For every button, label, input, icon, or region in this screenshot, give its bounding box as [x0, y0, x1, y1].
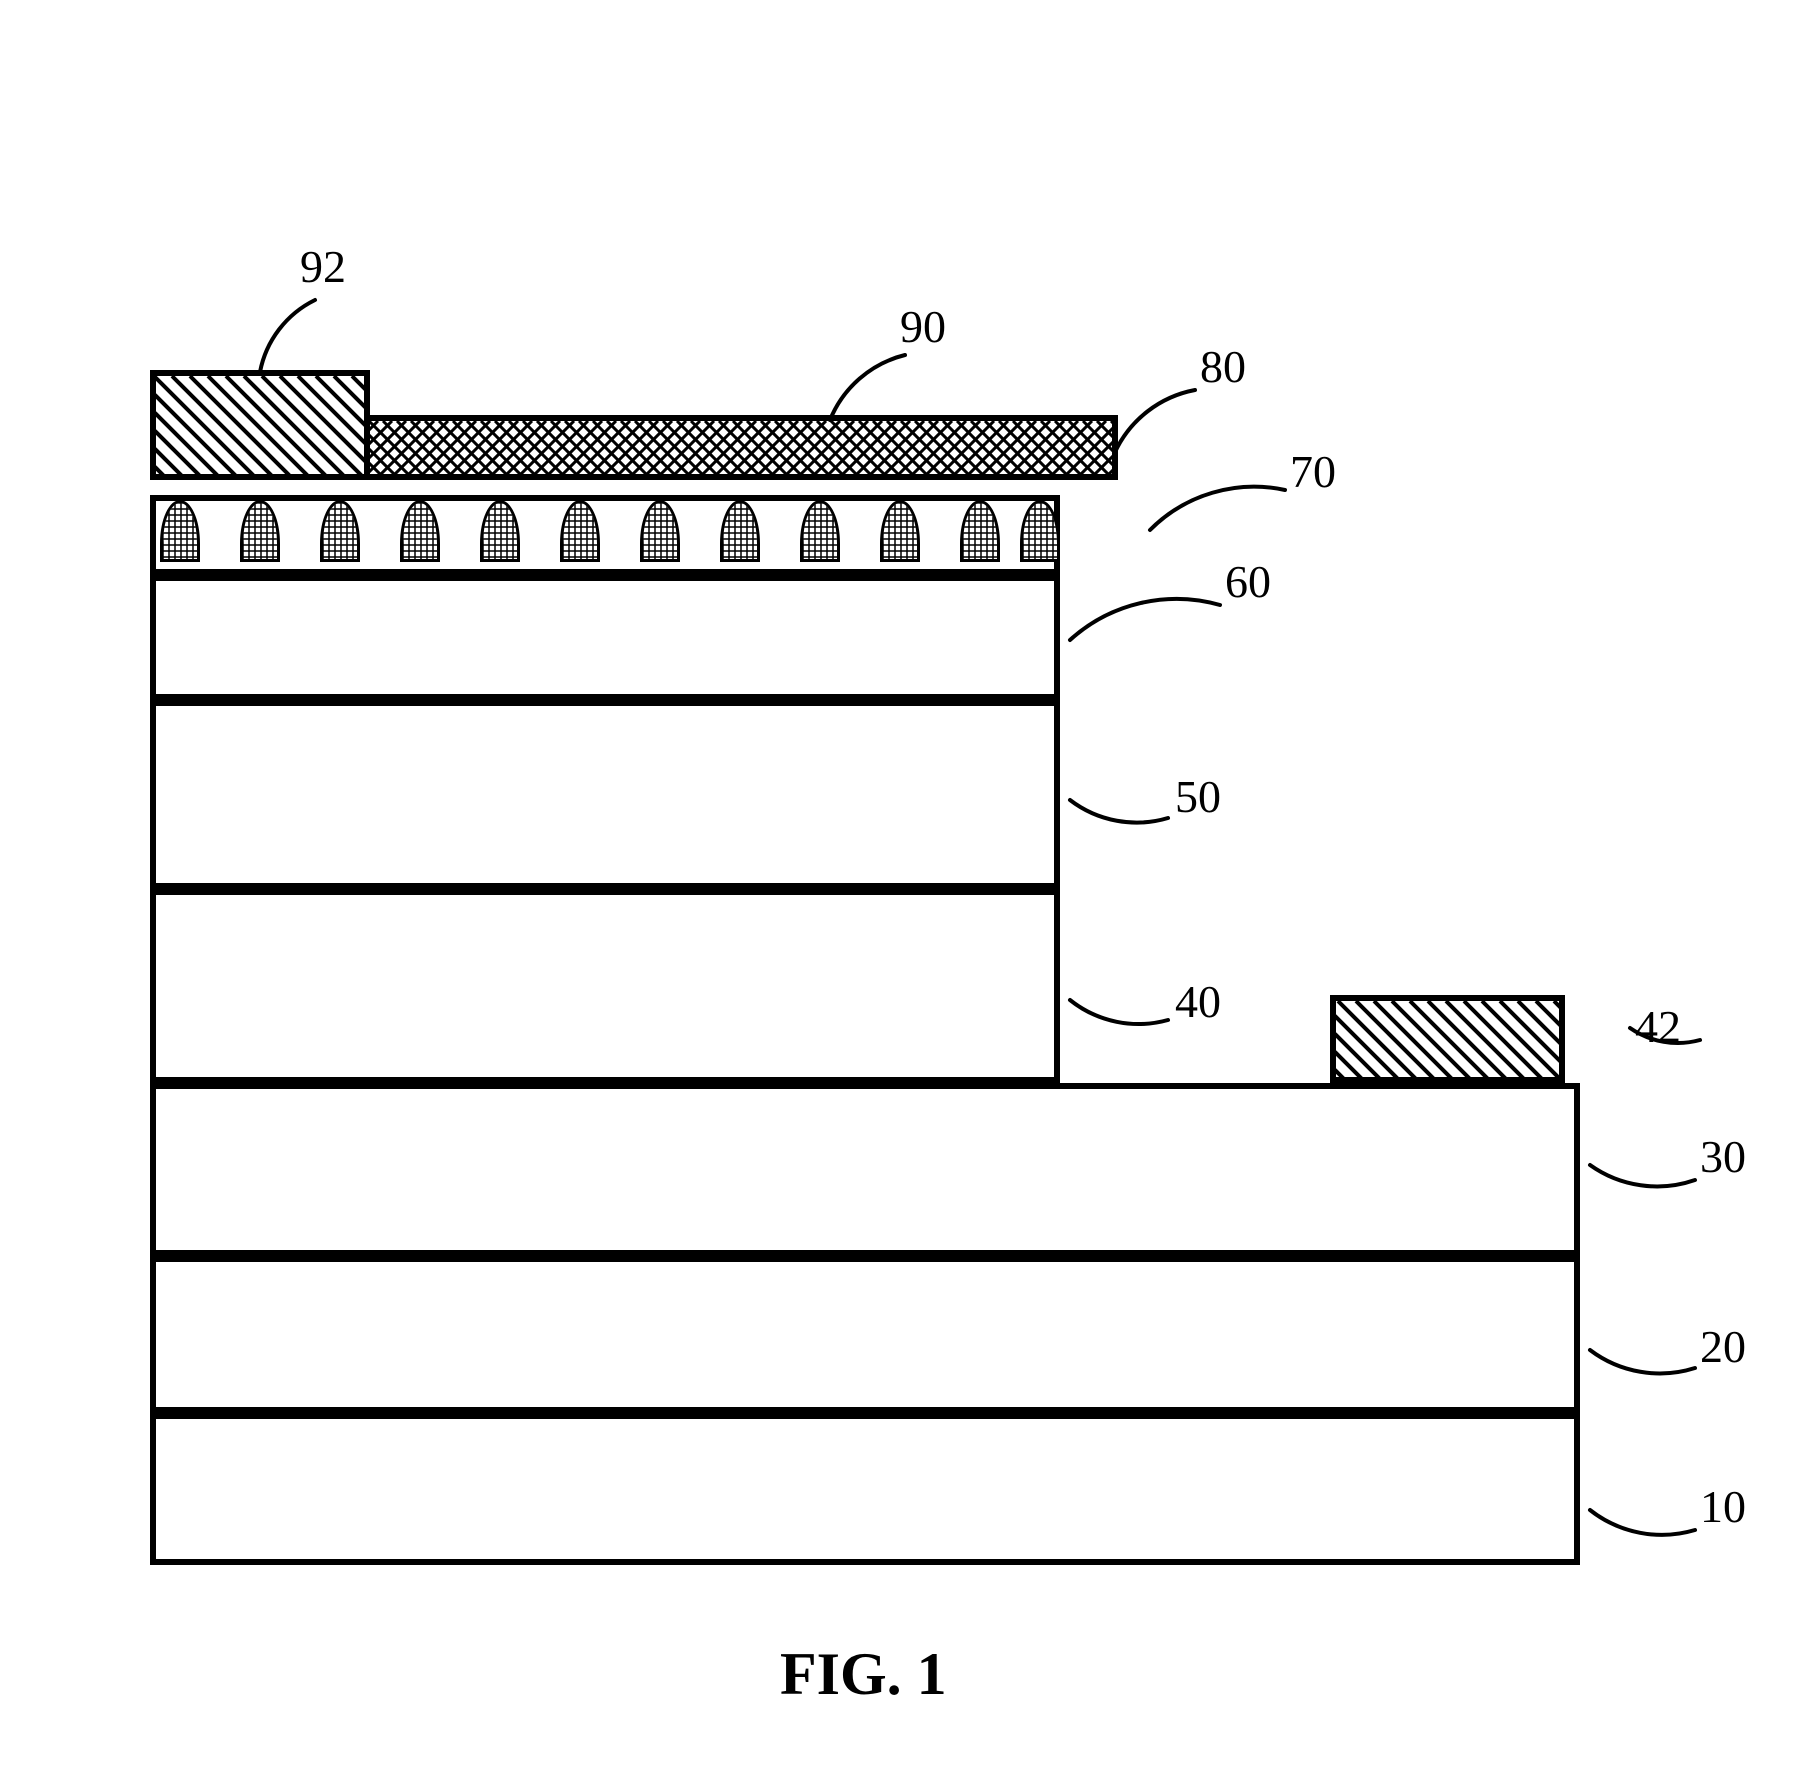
layer-30: [150, 1083, 1580, 1256]
bumps-70: [880, 500, 920, 562]
layer-20: [150, 1256, 1580, 1413]
figure-stage: 92 90 80 70 60 50 40 42 30 20 10 FIG. 1: [0, 0, 1797, 1777]
layer-40: [150, 889, 1060, 1083]
label-20: 20: [1700, 1320, 1746, 1373]
bumps-70: [400, 500, 440, 562]
label-92: 92: [300, 240, 346, 293]
bumps-70: [1020, 500, 1060, 562]
layer-60: [150, 575, 1060, 700]
label-80: 80: [1200, 340, 1246, 393]
label-42: 42: [1635, 1000, 1681, 1053]
label-10: 10: [1700, 1480, 1746, 1533]
label-70: 70: [1290, 445, 1336, 498]
bumps-70: [720, 500, 760, 562]
bumps-70: [480, 500, 520, 562]
figure-caption: FIG. 1: [780, 1640, 947, 1709]
bumps-70: [240, 500, 280, 562]
bumps-70: [640, 500, 680, 562]
bumps-70: [320, 500, 360, 562]
pad-42: [1330, 995, 1565, 1083]
label-40: 40: [1175, 975, 1221, 1028]
layer-80: [358, 415, 1118, 480]
label-50: 50: [1175, 770, 1221, 823]
layer-50: [150, 700, 1060, 889]
bumps-70: [160, 500, 200, 562]
label-60: 60: [1225, 555, 1271, 608]
label-90: 90: [900, 300, 946, 353]
layer-70: [150, 495, 1060, 575]
bumps-70: [960, 500, 1000, 562]
bumps-70: [560, 500, 600, 562]
layer-10: [150, 1413, 1580, 1565]
label-30: 30: [1700, 1130, 1746, 1183]
bumps-70: [800, 500, 840, 562]
